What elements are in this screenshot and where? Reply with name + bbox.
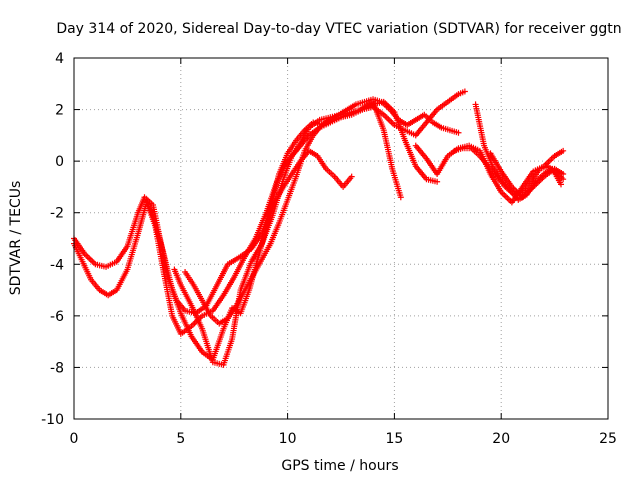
series-arc-c [143,147,355,363]
y-axis-label: SDTVAR / TECUs [8,181,24,296]
y-tick-label: 2 [55,103,64,119]
chart-title: Day 314 of 2020, Sidereal Day-to-day VTE… [56,21,621,37]
x-tick-label: 0 [70,431,79,447]
y-tick-label: -10 [41,412,64,428]
data-point [397,194,404,201]
axis-ticks: 0 5 10 15 20 25 -10 -8 -6 -4 -2 0 2 4 [41,51,617,447]
data-points [71,88,567,368]
y-tick-label: 0 [55,154,64,170]
data-point [560,171,567,178]
y-tick-label: 4 [55,51,64,67]
data-point [560,176,567,183]
y-tick-label: -8 [50,360,64,376]
x-axis-label: GPS time / hours [281,458,398,474]
series-arc-e [182,96,462,327]
y-tick-label: -6 [50,309,64,325]
plot-frame [73,57,609,420]
data-point [461,88,468,95]
data-point [558,181,565,188]
x-tick-label: 15 [385,431,403,447]
data-point [348,173,355,180]
series-arc-h [472,101,565,203]
x-tick-label: 25 [599,431,617,447]
x-tick-label: 5 [176,431,185,447]
data-point [560,147,567,154]
series-arc-i [487,150,567,201]
x-tick-label: 20 [492,431,510,447]
data-point [434,178,441,185]
data-point [455,129,462,136]
series-arc-d [171,88,468,368]
y-tick-label: -2 [50,206,64,222]
y-tick-label: -4 [50,257,64,273]
x-tick-label: 10 [279,431,297,447]
